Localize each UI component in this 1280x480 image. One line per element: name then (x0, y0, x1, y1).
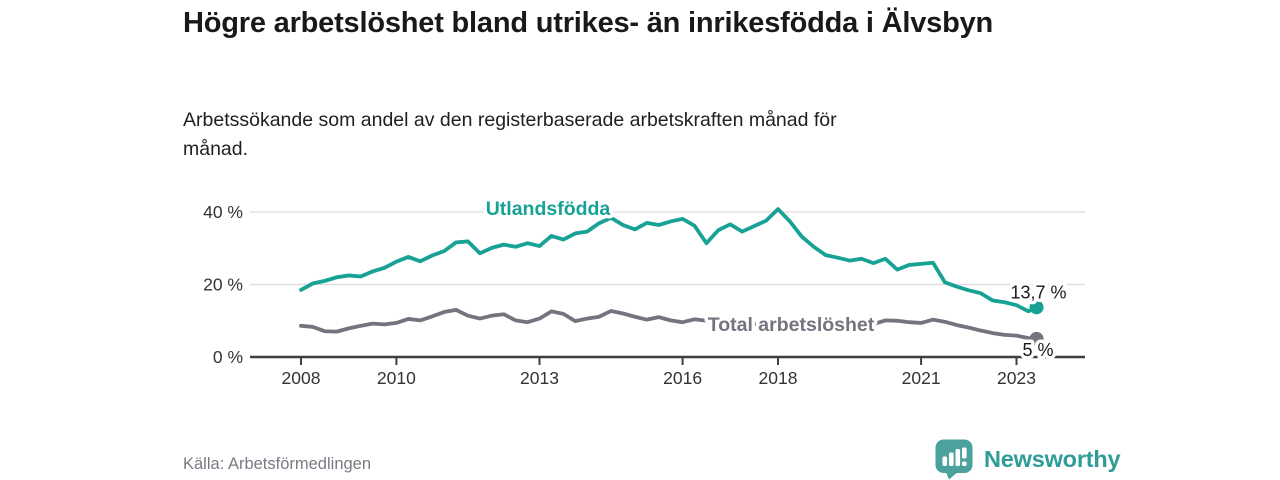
brand-logo: Newsworthy (935, 439, 1121, 479)
svg-text:Utlandsfödda: Utlandsfödda (486, 198, 611, 220)
svg-text:40 %: 40 % (203, 202, 243, 222)
svg-text:2023: 2023 (997, 368, 1036, 388)
svg-text:5 %: 5 % (1023, 340, 1054, 360)
svg-text:20 %: 20 % (203, 275, 243, 295)
speech-bubble-shape (935, 439, 973, 479)
svg-text:2010: 2010 (377, 368, 416, 388)
chart-svg: 0 %20 %40 % UtlandsföddaUtlandsföddaTotal… (203, 195, 1085, 388)
page-subtitle: Arbetssökande som andel av den registerb… (183, 109, 837, 161)
svg-text:13,7 %: 13,7 % (1010, 282, 1066, 302)
svg-text:13,7 %: 13,7 % (1010, 282, 1066, 302)
svg-text:2016: 2016 (663, 368, 702, 388)
bar-chart-glyph (942, 447, 967, 466)
svg-text:2021: 2021 (902, 368, 941, 388)
svg-text:0 %: 0 % (213, 347, 243, 367)
svg-text:Total arbetslöshet: Total arbetslöshet (708, 314, 875, 336)
svg-text:2018: 2018 (759, 368, 798, 388)
newsworthy-icon (935, 439, 973, 479)
svg-text:Utlandsfödda: Utlandsfödda (486, 198, 611, 220)
svg-text:2008: 2008 (282, 368, 321, 388)
brand-name: Newsworthy (984, 445, 1121, 472)
line-chart: 0 % 20 % 40 % Utlandsfödda Utlandsfödda Total… (180, 185, 1100, 400)
source-note: Källa: Arbetsförmedlingen (183, 455, 372, 473)
page-title: Högre arbetslöshet bland utrikes- än inr… (183, 7, 994, 39)
svg-text:Total arbetslöshet: Total arbetslöshet (708, 314, 875, 336)
svg-text:2013: 2013 (520, 368, 559, 388)
svg-text:5 %: 5 % (1023, 340, 1054, 360)
